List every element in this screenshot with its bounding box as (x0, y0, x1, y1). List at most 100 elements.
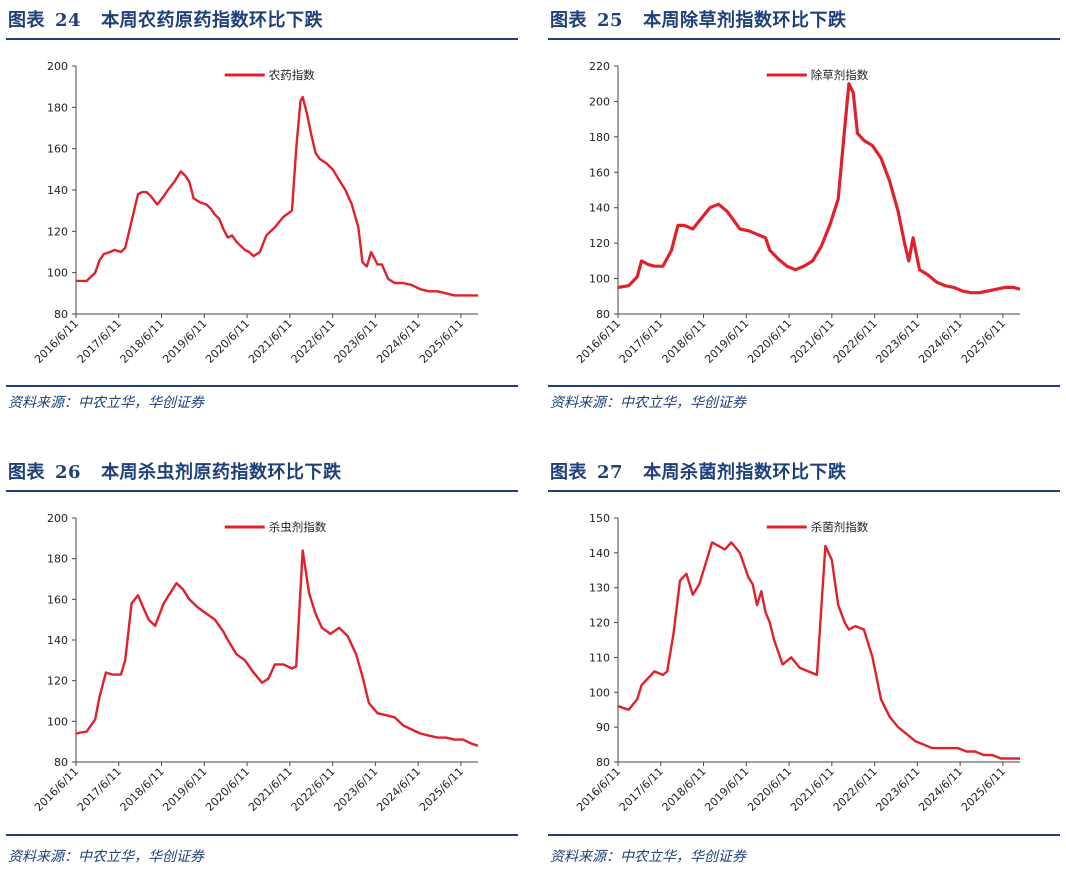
x-tick-label: 2023/6/11 (873, 765, 922, 814)
source-note: 资料来源：中农立华，华创证券 (550, 849, 746, 865)
series-line (617, 541, 1020, 760)
y-tick-label: 130 (589, 582, 610, 595)
x-tick-label: 2023/6/11 (331, 765, 380, 814)
y-tick-label: 180 (47, 101, 68, 114)
y-tick-label: 80 (596, 308, 610, 321)
y-tick-label: 140 (589, 547, 610, 560)
x-tick-label: 2024/6/11 (374, 317, 423, 366)
chart-panel-25: 图表 25 本周除草剂指数环比下跌 80 100 120 140 160 180 200 220 2… (542, 0, 1066, 430)
x-tick-label: 2016/6/11 (32, 765, 81, 814)
x-tick-label: 2022/6/11 (289, 765, 338, 814)
x-tick-label: 2017/6/11 (617, 317, 666, 366)
line-chart: 80 100 120 140 160 180 200 220 2016/6/112017/6/1… (574, 60, 1021, 366)
source-rule (548, 385, 1060, 387)
x-tick-label: 2017/6/11 (75, 765, 124, 814)
x-tick-label: 2016/6/11 (574, 317, 623, 366)
x-tick-label: 2017/6/11 (75, 317, 124, 366)
line-chart: 801001201401601802002016/6/112017/6/1120… (32, 60, 478, 366)
y-tick-label: 110 (589, 651, 610, 664)
x-tick-label: 2022/6/11 (831, 765, 880, 814)
x-tick-label: 2025/6/11 (417, 765, 466, 814)
source-note: 资料来源：中农立华，华创证券 (8, 395, 204, 411)
x-tick-label: 2018/6/11 (660, 317, 709, 366)
x-tick-label: 2021/6/11 (246, 317, 295, 366)
y-tick-label: 200 (589, 95, 610, 108)
y-tick-label: 100 (589, 273, 610, 286)
source-rule (548, 834, 1060, 836)
chart-title: 图表 24 本周农药原药指数环比下跌 (8, 10, 324, 31)
title-rule (548, 490, 1060, 492)
x-tick-label: 2018/6/11 (118, 317, 167, 366)
x-tick-label: 2021/6/11 (788, 765, 837, 814)
y-tick-label: 120 (589, 617, 610, 630)
x-tick-label: 2021/6/11 (788, 317, 837, 366)
x-tick-label: 2018/6/11 (118, 765, 167, 814)
legend-label: 杀菌剂指数 (811, 520, 869, 534)
x-tick-label: 2024/6/11 (916, 317, 965, 366)
y-tick-label: 100 (47, 267, 68, 280)
y-tick-label: 160 (589, 166, 610, 179)
legend-label: 农药指数 (269, 68, 315, 82)
y-tick-label: 120 (47, 225, 68, 238)
y-tick-label: 120 (47, 675, 68, 688)
x-tick-label: 2020/6/11 (745, 317, 794, 366)
chart-panel-26: 图表 26 本周杀虫剂原药指数环比下跌 80 100 120 140 160 180 200 20… (0, 452, 524, 870)
chart-panel-24: 图表 24 本周农药原药指数环比下跌 80 100 120 140 160 180 200 201… (0, 0, 524, 430)
x-tick-label: 2019/6/11 (702, 317, 751, 366)
x-tick-label: 2023/6/11 (331, 317, 380, 366)
x-tick-label: 2022/6/11 (831, 317, 880, 366)
y-tick-label: 200 (47, 60, 68, 73)
source-note: 资料来源：中农立华，华创证券 (550, 395, 746, 411)
chart-panel-27: 图表 27 本周杀菌剂指数环比下跌 80 90 100 110 120 130 140 150 20… (542, 452, 1066, 870)
source-rule (6, 834, 518, 836)
title-rule (6, 490, 518, 492)
x-tick-label: 2020/6/11 (203, 765, 252, 814)
y-tick-label: 180 (47, 553, 68, 566)
legend-label: 杀虫剂指数 (269, 520, 327, 534)
y-tick-label: 160 (47, 143, 68, 156)
chart-title: 图表 26 本周杀虫剂原药指数环比下跌 (8, 462, 342, 483)
y-tick-label: 100 (47, 715, 68, 728)
y-tick-label: 140 (589, 202, 610, 215)
y-tick-label: 150 (589, 512, 610, 525)
x-tick-label: 2018/6/11 (660, 765, 709, 814)
x-tick-label: 2025/6/11 (417, 317, 466, 366)
y-tick-label: 200 (47, 512, 68, 525)
y-tick-label: 80 (54, 756, 68, 769)
series-line (617, 82, 1021, 295)
y-tick-label: 140 (47, 184, 68, 197)
y-tick-label: 90 (596, 721, 610, 734)
chart-title: 图表 27 本周杀菌剂指数环比下跌 (550, 462, 847, 483)
series-line (76, 95, 478, 297)
y-tick-label: 100 (589, 686, 610, 699)
y-tick-label: 160 (47, 593, 68, 606)
x-tick-label: 2020/6/11 (203, 317, 252, 366)
x-tick-label: 2025/6/11 (959, 765, 1008, 814)
chart-title: 图表 25 本周除草剂指数环比下跌 (550, 10, 847, 31)
y-tick-label: 120 (589, 237, 610, 250)
y-tick-label: 140 (47, 634, 68, 647)
title-rule (548, 38, 1060, 40)
x-tick-label: 2019/6/11 (160, 765, 209, 814)
x-tick-label: 2017/6/11 (617, 765, 666, 814)
x-tick-label: 2023/6/11 (873, 317, 922, 366)
x-tick-label: 2016/6/11 (574, 765, 623, 814)
y-tick-label: 80 (54, 308, 68, 321)
x-tick-label: 2019/6/11 (702, 765, 751, 814)
line-chart: 80 90 100 110 120 130 140 150 2016/6/112017/6/11… (574, 512, 1020, 814)
x-tick-label: 2021/6/11 (246, 765, 295, 814)
source-rule (6, 385, 518, 387)
y-tick-label: 80 (596, 756, 610, 769)
legend-label: 除草剂指数 (811, 68, 869, 82)
title-rule (6, 38, 518, 40)
source-note: 资料来源：中农立华，华创证券 (8, 849, 204, 865)
line-chart: 801001201401601802002016/6/112017/6/1120… (32, 512, 479, 814)
series-line (75, 549, 479, 747)
y-tick-label: 180 (589, 131, 610, 144)
x-tick-label: 2024/6/11 (916, 765, 965, 814)
x-tick-label: 2022/6/11 (289, 317, 338, 366)
x-tick-label: 2020/6/11 (745, 765, 794, 814)
y-tick-label: 220 (589, 60, 610, 73)
x-tick-label: 2024/6/11 (374, 765, 423, 814)
x-tick-label: 2019/6/11 (160, 317, 209, 366)
